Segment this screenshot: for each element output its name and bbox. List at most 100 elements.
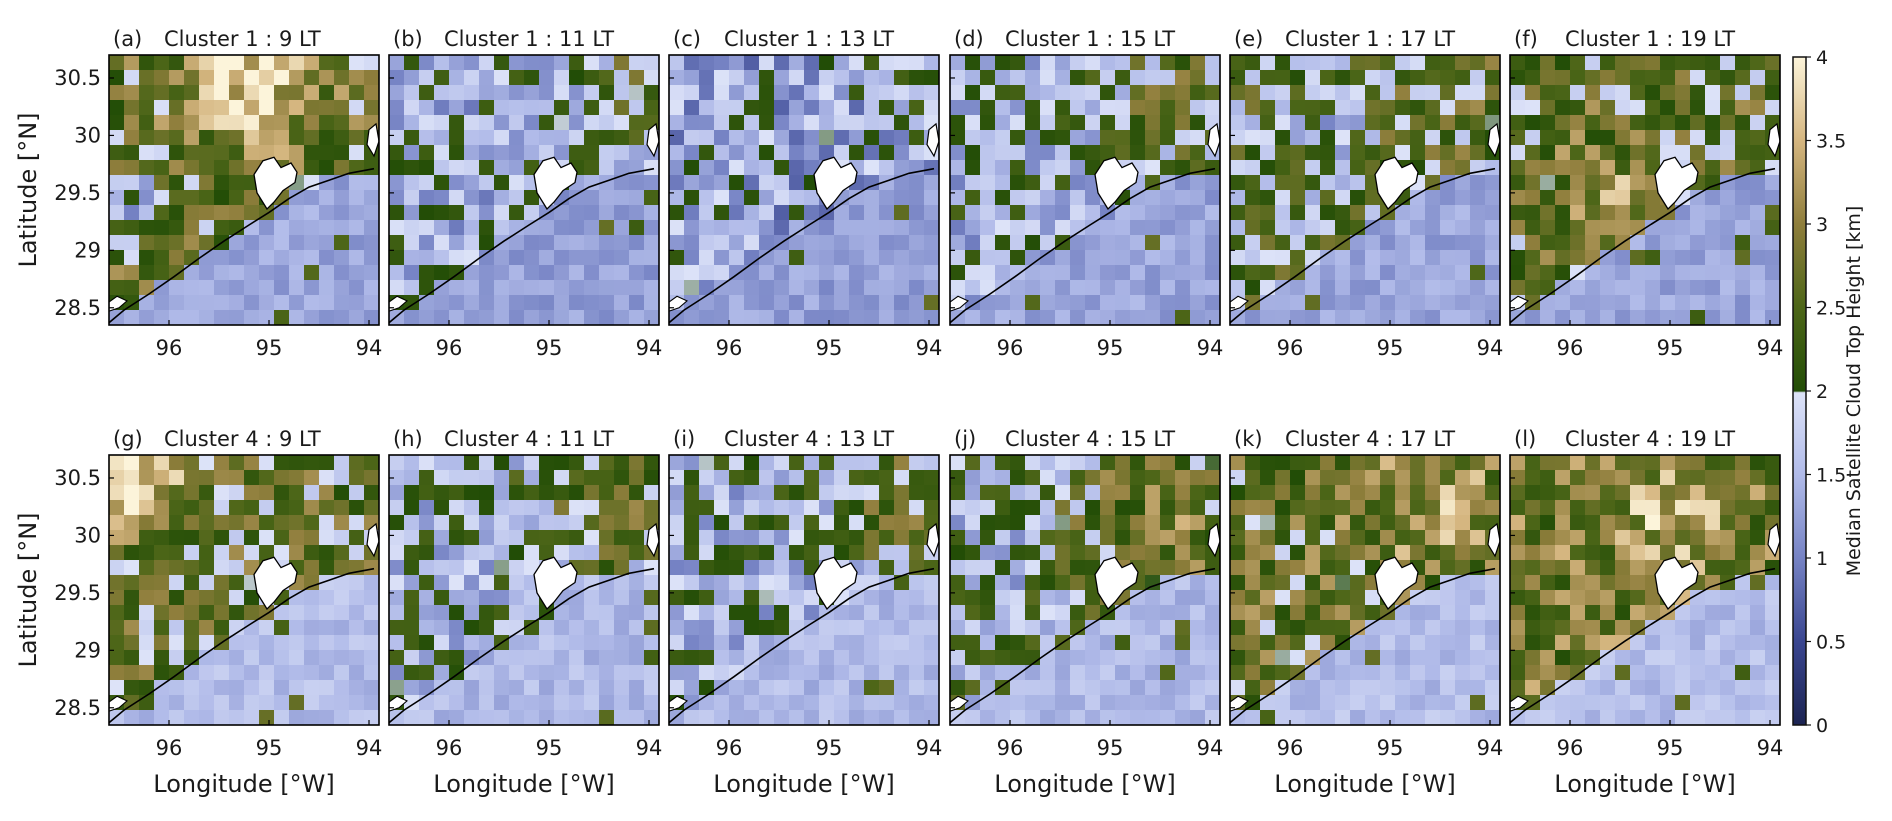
heatmap-cell xyxy=(1025,560,1041,576)
heatmap-cell xyxy=(214,130,230,146)
heatmap-cell xyxy=(154,55,170,71)
heatmap-cell xyxy=(995,695,1011,711)
heatmap-cell xyxy=(304,295,320,311)
heatmap-cell xyxy=(1245,665,1261,681)
heatmap-cell xyxy=(584,100,600,116)
heatmap-cell xyxy=(744,695,760,711)
heatmap-cell xyxy=(1425,560,1441,576)
heatmap-cell xyxy=(1440,205,1456,221)
heatmap-cell xyxy=(1230,485,1246,501)
heatmap-cell xyxy=(139,130,155,146)
heatmap-cell xyxy=(1365,515,1381,531)
heatmap-cell xyxy=(699,115,715,131)
heatmap-cell xyxy=(1690,55,1706,71)
heatmap-cell xyxy=(995,100,1011,116)
heatmap-cell xyxy=(669,605,685,621)
heatmap-cell xyxy=(554,250,570,266)
heatmap-cell xyxy=(879,470,895,486)
heatmap-cell xyxy=(449,70,465,86)
heatmap-cell xyxy=(1130,530,1146,546)
sabine-lake xyxy=(1767,522,1780,558)
heatmap-cell xyxy=(1540,190,1556,206)
heatmap-cell xyxy=(599,500,615,516)
heatmap-cell xyxy=(1305,205,1321,221)
heatmap-cell xyxy=(214,680,230,696)
heatmap-cell xyxy=(1350,100,1366,116)
heatmap-cell xyxy=(995,590,1011,606)
y-tick-label: 30.5 xyxy=(54,466,101,490)
heatmap-cell xyxy=(364,70,379,86)
heatmap-cell xyxy=(1070,485,1086,501)
heatmap-cell xyxy=(349,455,365,471)
heatmap-cell xyxy=(1425,710,1441,725)
heatmap-cell xyxy=(894,100,910,116)
heatmap-cell xyxy=(684,635,700,651)
heatmap-cell xyxy=(1675,85,1691,101)
heatmap-cell xyxy=(834,530,850,546)
heatmap-cell xyxy=(449,175,465,191)
heatmap-cell xyxy=(744,665,760,681)
heatmap-cell xyxy=(849,695,865,711)
heatmap-cell xyxy=(894,545,910,561)
heatmap-cell xyxy=(319,265,335,281)
heatmap-cell xyxy=(995,455,1011,471)
heatmap-cell xyxy=(1630,485,1646,501)
heatmap-cell xyxy=(614,605,630,621)
heatmap-cell xyxy=(289,485,305,501)
heatmap-cell xyxy=(950,55,966,71)
heatmap-cell xyxy=(629,100,645,116)
heatmap-cell xyxy=(729,250,745,266)
heatmap-cell xyxy=(1145,100,1161,116)
heatmap-cell xyxy=(1245,250,1261,266)
heatmap-cell xyxy=(1190,310,1206,325)
heatmap-cell xyxy=(1230,605,1246,621)
heatmap-cell xyxy=(1615,680,1631,696)
heatmap-cell xyxy=(1160,145,1176,161)
heatmap-cell xyxy=(449,55,465,71)
heatmap-cells xyxy=(389,455,659,725)
heatmap-cell xyxy=(1510,145,1526,161)
heatmap-cell xyxy=(364,280,379,296)
heatmap-cell xyxy=(1660,650,1676,666)
heatmap-cell xyxy=(259,620,275,636)
heatmap-cell xyxy=(509,190,525,206)
heatmap-cell xyxy=(304,160,320,176)
heatmap-cell xyxy=(524,650,540,666)
heatmap-cell xyxy=(449,160,465,176)
heatmap-cell xyxy=(334,515,350,531)
heatmap-cell xyxy=(1335,680,1351,696)
heatmap-cell xyxy=(819,500,835,516)
heatmap-cell xyxy=(1160,635,1176,651)
heatmap-cell xyxy=(1750,590,1766,606)
heatmap-cell xyxy=(774,545,790,561)
heatmap-cell xyxy=(244,250,260,266)
heatmap-cell xyxy=(1305,665,1321,681)
heatmap-cell xyxy=(304,85,320,101)
panel-title: Cluster 1 : 11 LT xyxy=(444,27,614,51)
heatmap-cell xyxy=(1630,665,1646,681)
heatmap-cell xyxy=(995,485,1011,501)
heatmap-cell xyxy=(759,710,775,725)
heatmap-cell xyxy=(419,575,435,591)
heatmap-cell xyxy=(1040,175,1056,191)
heatmap-cell xyxy=(1190,175,1206,191)
heatmap-cell xyxy=(1675,265,1691,281)
heatmap-cell xyxy=(464,85,480,101)
heatmap-cell xyxy=(289,220,305,236)
heatmap-cell xyxy=(864,190,880,206)
heatmap-cell xyxy=(139,160,155,176)
heatmap-cell xyxy=(1425,665,1441,681)
heatmap-cell xyxy=(1410,470,1426,486)
heatmap-cell xyxy=(1555,145,1571,161)
heatmap-cell xyxy=(214,575,230,591)
heatmap-cell xyxy=(169,310,185,325)
heatmap-cell xyxy=(1230,160,1246,176)
heatmap-cell xyxy=(1705,85,1721,101)
heatmap-cell xyxy=(244,710,260,725)
heatmap-cell xyxy=(404,55,420,71)
heatmap-cell xyxy=(1705,530,1721,546)
heatmap-cell xyxy=(909,545,925,561)
coastline xyxy=(109,122,379,324)
heatmap-cell xyxy=(1660,55,1676,71)
